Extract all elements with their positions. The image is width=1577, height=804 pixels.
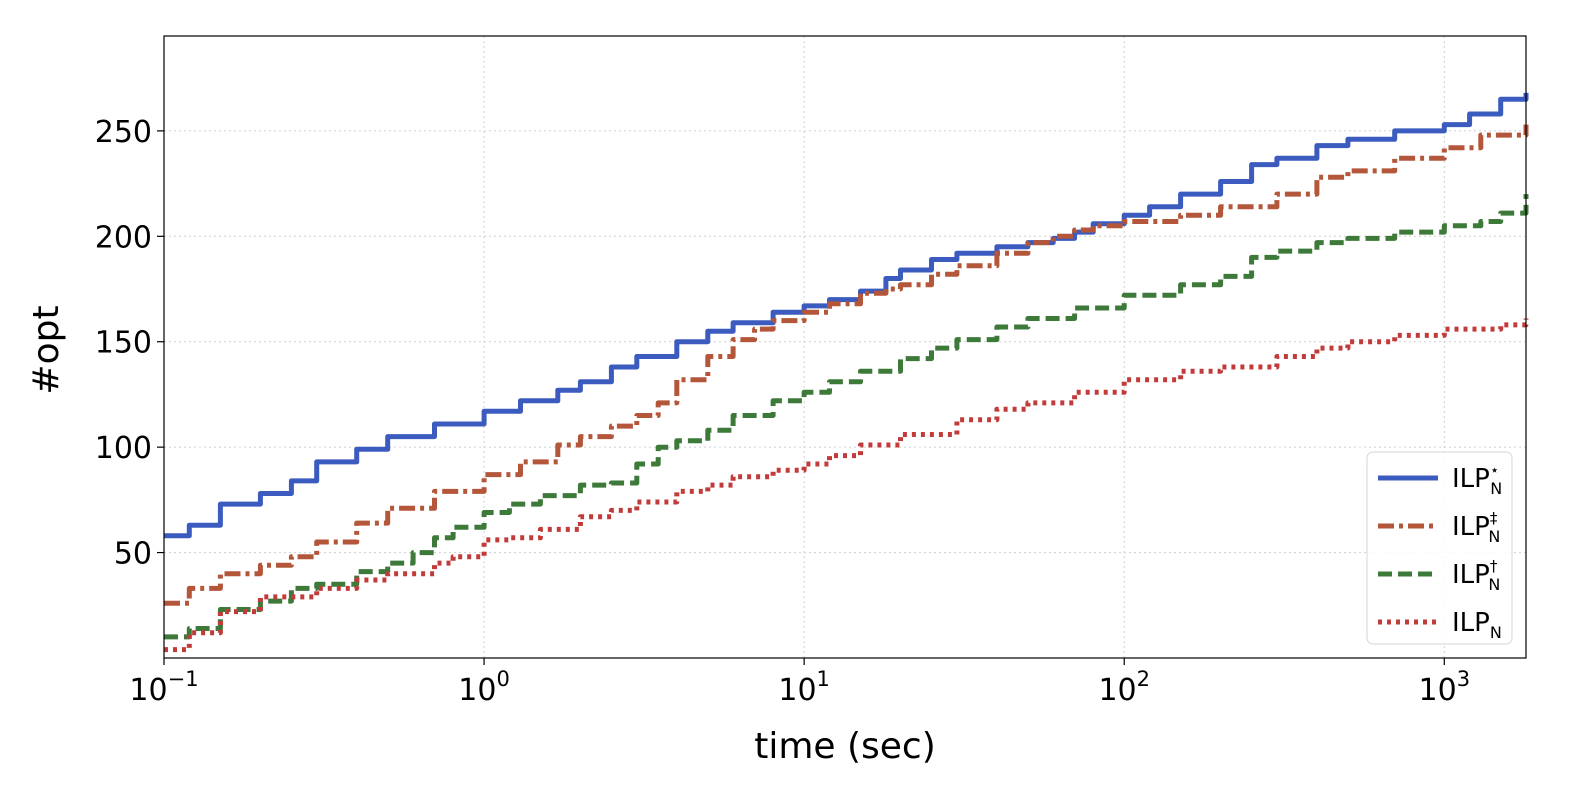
x-axis-ticks: 10−1 100 101 102 103 bbox=[129, 658, 1470, 708]
legend-label-2: ILP† N bbox=[1452, 557, 1500, 594]
legend-label-1: ILP‡ N bbox=[1452, 509, 1500, 546]
series-line-3 bbox=[164, 318, 1529, 653]
y-tick-label: 200 bbox=[95, 220, 152, 255]
x-tick-label: 100 bbox=[458, 667, 510, 708]
x-axis-title: time (sec) bbox=[754, 726, 936, 767]
y-tick-label: 100 bbox=[95, 431, 152, 466]
y-tick-label: 250 bbox=[95, 115, 152, 150]
x-tick-label: 10−1 bbox=[129, 667, 198, 708]
legend-frame bbox=[1366, 451, 1513, 645]
x-tick-label: 101 bbox=[778, 667, 830, 708]
grid bbox=[163, 36, 1526, 658]
y-axis-ticks: 50 100 150 200 250 bbox=[95, 115, 164, 572]
series-lines bbox=[164, 92, 1529, 653]
series-line-0 bbox=[164, 92, 1529, 539]
y-axis-title: #opt bbox=[26, 305, 67, 394]
plot-frame bbox=[163, 35, 1527, 659]
x-tick-label: 103 bbox=[1419, 667, 1471, 708]
y-tick-label: 150 bbox=[95, 326, 152, 361]
legend: ILP⋆ N ILP‡ N ILP† N ILPN bbox=[1366, 451, 1513, 645]
y-tick-label: 50 bbox=[114, 537, 152, 572]
x-tick-label: 102 bbox=[1098, 667, 1150, 708]
series-line-2 bbox=[164, 194, 1529, 640]
series-line-1 bbox=[164, 124, 1529, 606]
legend-label-3: ILPN bbox=[1452, 608, 1502, 642]
legend-label-0: ILP⋆ N bbox=[1452, 461, 1502, 498]
